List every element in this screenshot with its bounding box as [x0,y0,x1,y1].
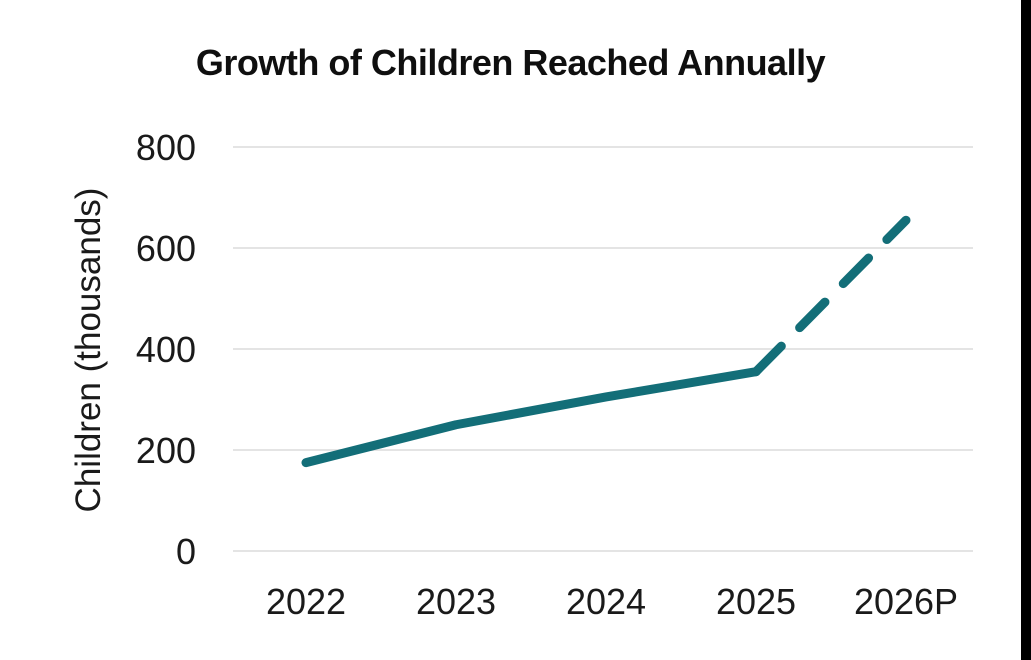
series-line-projected [751,215,911,377]
x-tick-label: 2024 [566,581,646,622]
right-edge-bar [1021,0,1031,660]
y-tick-label: 200 [136,430,196,471]
y-tick-label: 400 [136,329,196,370]
chart-title: Growth of Children Reached Annually [195,42,826,83]
x-tick-label: 2026P [854,581,958,622]
x-tick-label: 2022 [266,581,346,622]
y-tick-label: 800 [136,127,196,168]
x-tick-label: 2025 [716,581,796,622]
series-line-actual [301,367,761,468]
series-lines [301,215,911,468]
x-tick-label: 2023 [416,581,496,622]
y-axis-tick-labels: 0 200 400 600 800 [136,127,196,572]
y-tick-label: 600 [136,228,196,269]
gridlines [233,146,973,552]
x-axis-tick-labels: 2022 2023 2024 2025 2026P [266,581,958,622]
y-tick-label: 0 [176,531,196,572]
